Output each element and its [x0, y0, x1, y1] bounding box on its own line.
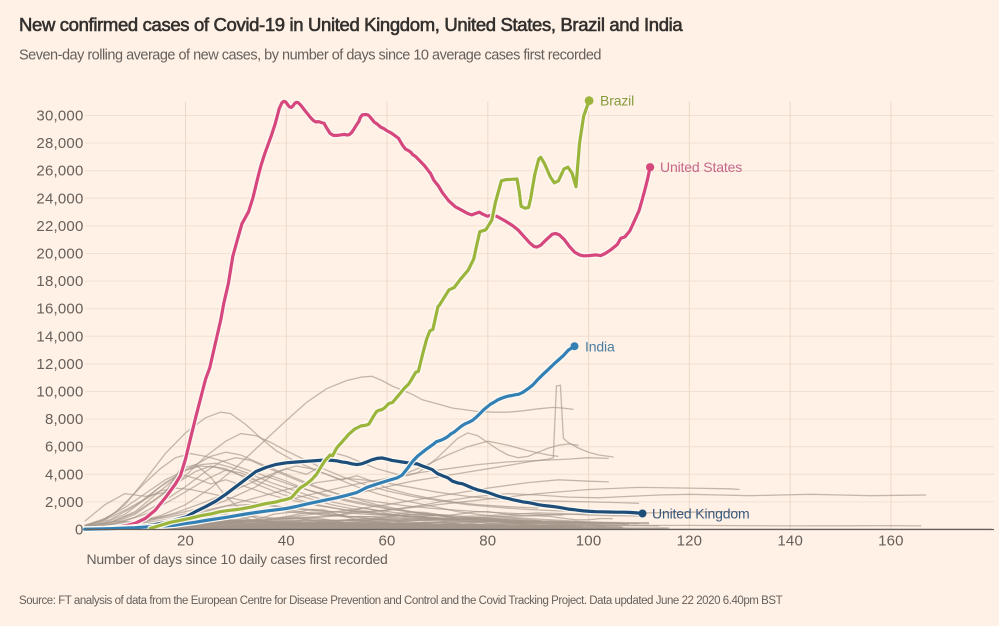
svg-text:Brazil: Brazil	[600, 93, 634, 109]
svg-text:160: 160	[878, 533, 904, 550]
svg-text:12,000: 12,000	[36, 356, 83, 373]
svg-text:India: India	[585, 339, 615, 355]
svg-text:2,000: 2,000	[45, 494, 84, 511]
svg-text:80: 80	[479, 533, 496, 550]
svg-text:100: 100	[576, 533, 602, 550]
svg-text:120: 120	[677, 533, 703, 550]
svg-text:26,000: 26,000	[36, 163, 83, 180]
svg-text:22,000: 22,000	[36, 218, 83, 235]
svg-text:20: 20	[177, 533, 194, 550]
svg-text:United Kingdom: United Kingdom	[652, 506, 750, 522]
svg-text:14,000: 14,000	[36, 328, 83, 345]
svg-text:United States: United States	[660, 159, 742, 175]
svg-text:28,000: 28,000	[36, 135, 83, 152]
svg-text:6,000: 6,000	[45, 439, 84, 456]
svg-text:40: 40	[278, 533, 295, 550]
svg-text:0: 0	[75, 522, 84, 539]
svg-text:8,000: 8,000	[45, 411, 84, 428]
svg-text:Seven-day rolling average of n: Seven-day rolling average of new cases, …	[19, 48, 601, 64]
svg-text:30,000: 30,000	[36, 108, 83, 125]
svg-text:Source: FT analysis of data fr: Source: FT analysis of data from the Eur…	[19, 595, 783, 607]
svg-text:24,000: 24,000	[36, 190, 83, 207]
svg-text:16,000: 16,000	[36, 301, 83, 318]
svg-text:140: 140	[777, 533, 803, 550]
svg-text:60: 60	[378, 533, 395, 550]
svg-text:18,000: 18,000	[36, 273, 83, 290]
svg-text:Number of days since 10 daily: Number of days since 10 daily cases firs…	[87, 551, 388, 567]
svg-text:4,000: 4,000	[45, 466, 84, 483]
svg-text:10,000: 10,000	[36, 384, 83, 401]
svg-text:New confirmed cases of Covid-1: New confirmed cases of Covid-19 in Unite…	[19, 14, 683, 35]
svg-text:20,000: 20,000	[36, 246, 83, 263]
